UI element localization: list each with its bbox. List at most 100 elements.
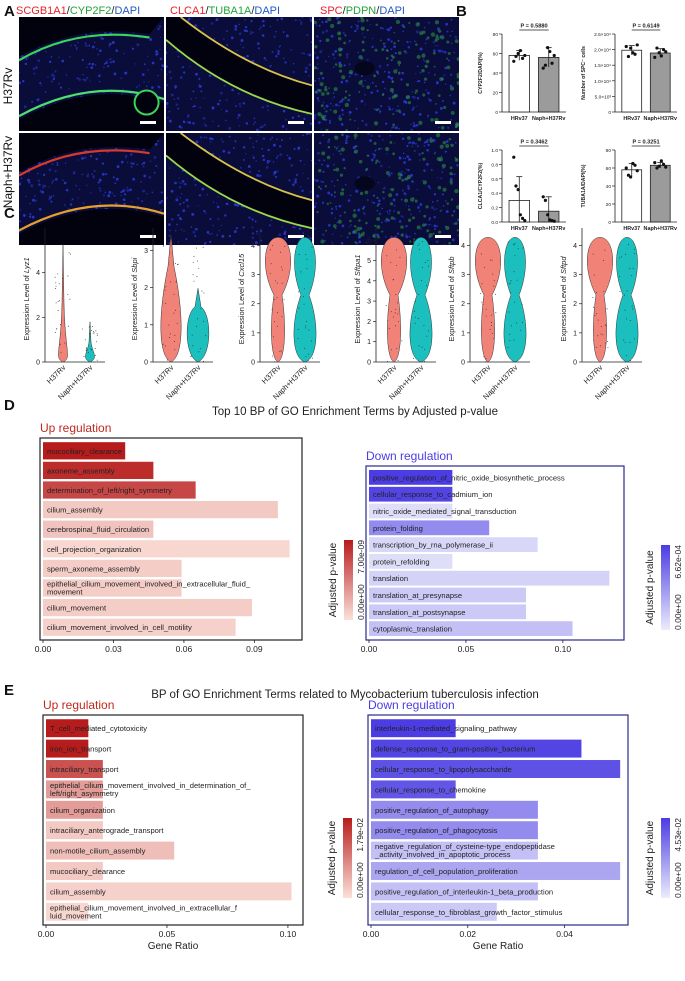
nucleus [45, 51, 47, 53]
cell-dot [423, 325, 425, 327]
alveolar-signal [353, 209, 356, 212]
nucleus [427, 91, 430, 95]
cell-dot [421, 346, 423, 348]
nucleus [256, 173, 260, 177]
alveolar-signal [392, 152, 396, 156]
nucleus [272, 173, 276, 176]
nucleus [120, 160, 124, 164]
y-axis-label-prefix: Expression Level of [353, 276, 362, 344]
nucleus [213, 38, 216, 40]
cell-dot [203, 292, 205, 294]
nucleus [113, 194, 116, 197]
nucleus [140, 181, 142, 183]
alveolar-signal [402, 25, 406, 29]
nucleus [376, 233, 380, 237]
cell-dot [272, 245, 274, 247]
nucleus [170, 189, 174, 193]
cell-dot [417, 244, 419, 246]
nucleus [320, 180, 323, 183]
nucleus [220, 91, 223, 95]
nucleus [305, 133, 309, 136]
panel-e-title: BP of GO Enrichment Terms related to Myc… [151, 689, 539, 701]
alveolar-signal [449, 86, 455, 91]
cell-dot [390, 349, 392, 351]
nucleus [195, 96, 197, 99]
nucleus [141, 200, 144, 203]
cell-dot [625, 253, 627, 255]
nucleus [151, 61, 155, 65]
nucleus [428, 72, 430, 74]
nucleus [331, 241, 333, 244]
panel-a-row-label-naph: Naph+H37Rv [1, 136, 15, 208]
alveolar-signal [321, 151, 326, 156]
nucleus [238, 32, 242, 35]
alveolar-signal [320, 239, 325, 244]
nucleus [280, 17, 284, 21]
cell-dot [597, 319, 599, 321]
y-axis-label: Expression Level of Sbpi [130, 257, 139, 340]
cell-dot [191, 334, 193, 336]
nucleus [315, 202, 318, 205]
nucleus [181, 179, 185, 183]
cell-dot [414, 310, 416, 312]
nucleus [88, 44, 91, 47]
cell-dot [392, 279, 394, 281]
cell-dot [174, 334, 176, 336]
alveolar-signal [412, 216, 416, 220]
cell-dot [625, 318, 627, 320]
alveolar-signal [437, 29, 442, 33]
cell-dot [417, 317, 419, 319]
nucleus [98, 80, 101, 83]
nucleus [87, 173, 90, 176]
nucleus [416, 105, 418, 107]
alveolar-signal [376, 196, 379, 199]
nucleus [390, 172, 393, 175]
nucleus [64, 162, 67, 164]
nucleus [339, 214, 342, 217]
nucleus [319, 39, 322, 43]
colorbar-top-label: 7.00e-09 [356, 540, 366, 574]
alveolar-signal [343, 211, 346, 214]
alveolar-signal [373, 121, 379, 126]
x-tick-label: 0.05 [159, 929, 176, 939]
cell-dot [522, 247, 524, 249]
nucleus [318, 121, 321, 124]
cell-dot [67, 325, 69, 327]
nucleus [186, 205, 190, 208]
cell-dot [306, 268, 308, 270]
nucleus [37, 98, 40, 101]
alveolar-signal [434, 20, 440, 25]
nucleus [338, 101, 341, 104]
nucleus [155, 165, 158, 168]
nucleus [322, 102, 325, 104]
alveolar-signal [410, 197, 415, 202]
cell-dot [60, 324, 61, 326]
nucleus [446, 30, 449, 33]
nucleus [333, 185, 336, 187]
enrichment-bar [371, 841, 538, 860]
cell-dot [90, 348, 92, 350]
nucleus [427, 143, 430, 147]
nucleus [281, 125, 285, 128]
nucleus [32, 67, 36, 70]
alveolar-signal [425, 59, 430, 64]
cell-dot [166, 359, 168, 361]
nucleus [176, 223, 178, 226]
y-axis-label: TUBA1A/DAPI(%) [581, 164, 587, 207]
cell-dot [427, 260, 429, 261]
cell-dot [299, 296, 301, 298]
nucleus [307, 177, 309, 180]
nucleus [136, 43, 140, 47]
nucleus [382, 27, 384, 30]
enrichment-bar [43, 520, 154, 538]
nucleus [400, 215, 403, 217]
x-tick-label: 0.00 [361, 644, 378, 654]
nucleus [314, 113, 317, 117]
nucleus [270, 219, 273, 221]
alveolar-signal [343, 41, 347, 45]
nucleus [282, 31, 285, 33]
nucleus [404, 172, 406, 174]
nucleus [116, 165, 120, 169]
term-label: protein_refolding [373, 557, 430, 566]
nucleus [279, 145, 282, 148]
